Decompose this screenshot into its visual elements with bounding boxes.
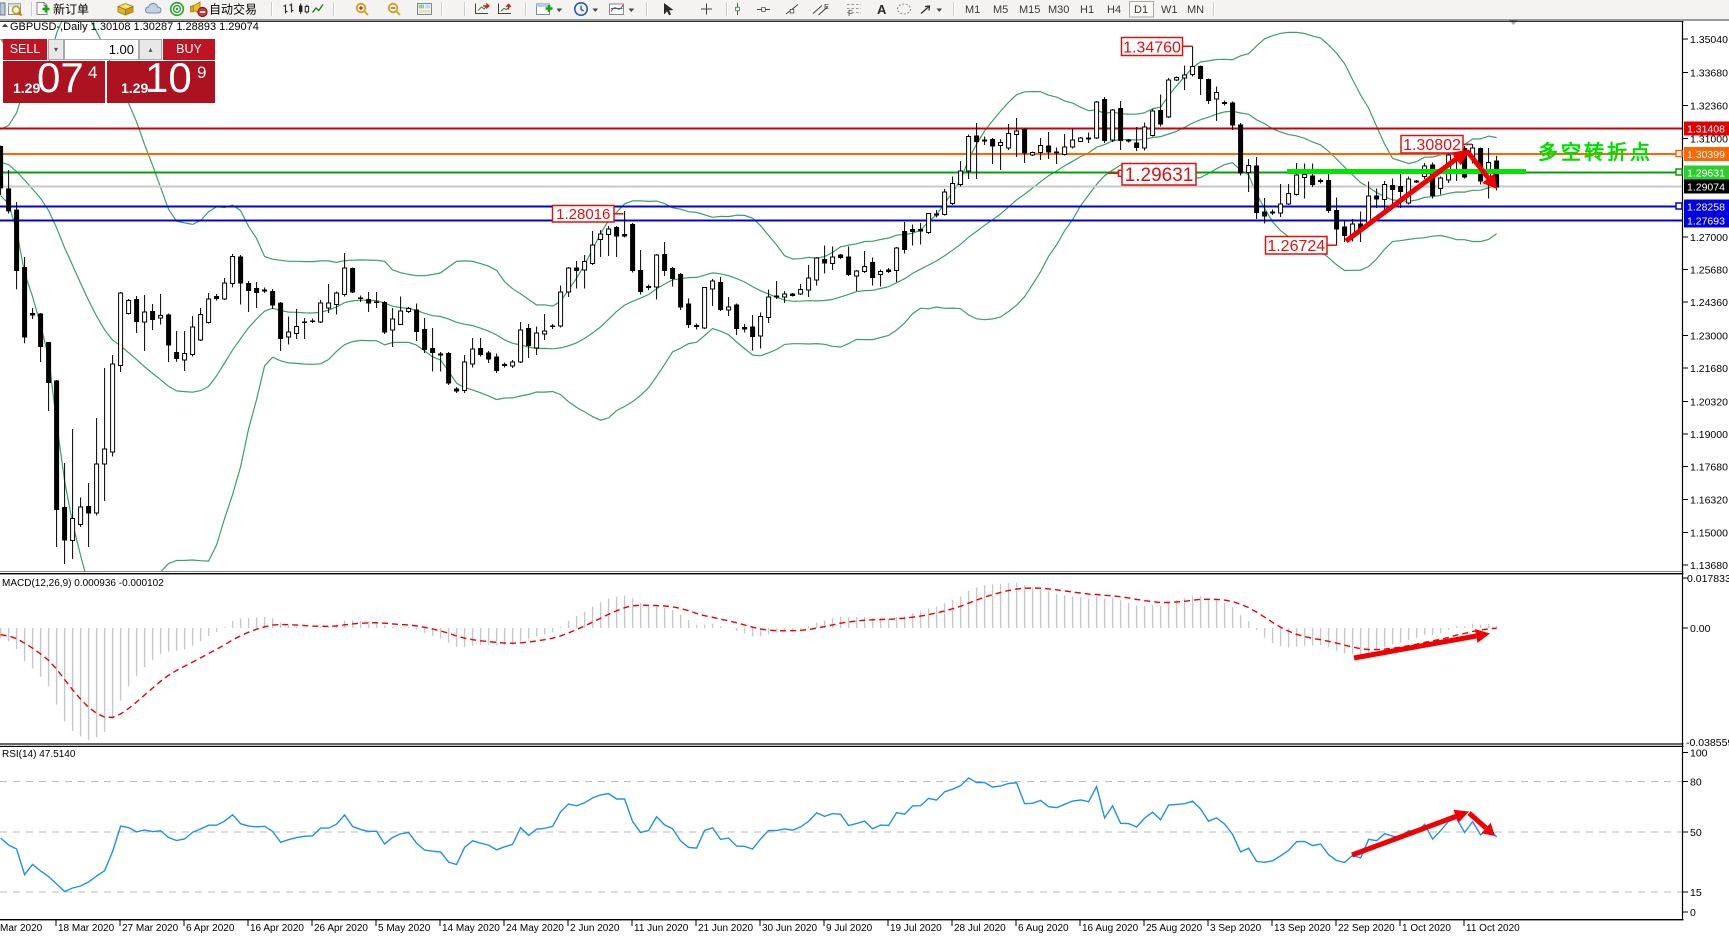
svg-text:1.16320: 1.16320 — [1690, 495, 1728, 507]
svg-text:1.28016: 1.28016 — [556, 206, 610, 223]
svg-text:E: E — [824, 2, 829, 11]
svg-text:1.29631: 1.29631 — [1125, 165, 1194, 186]
svg-text:50: 50 — [1690, 827, 1702, 839]
svg-text:80: 80 — [1690, 777, 1702, 789]
svg-text:1.27693: 1.27693 — [1687, 216, 1725, 228]
svg-text:1.27000: 1.27000 — [1690, 232, 1728, 244]
svg-text:M1: M1 — [965, 4, 980, 16]
svg-text:1.25680: 1.25680 — [1690, 265, 1728, 277]
svg-text:0.017833: 0.017833 — [1687, 573, 1729, 585]
svg-text:1.19000: 1.19000 — [1690, 429, 1728, 441]
svg-text:1.34760: 1.34760 — [1123, 39, 1181, 56]
svg-text:GBPUSD-,Daily 1.30108 1.30287: GBPUSD-,Daily 1.30108 1.30287 1.28893 1.… — [10, 21, 259, 33]
svg-text:14 May 2020: 14 May 2020 — [442, 923, 500, 934]
svg-text:18 Mar 2020: 18 Mar 2020 — [58, 923, 115, 934]
svg-text:1.30802: 1.30802 — [1403, 137, 1461, 154]
svg-text:5 May 2020: 5 May 2020 — [378, 923, 431, 934]
svg-text:6 Apr 2020: 6 Apr 2020 — [186, 923, 235, 934]
svg-text:1.35040: 1.35040 — [1690, 34, 1728, 46]
svg-text:16 Apr 2020: 16 Apr 2020 — [250, 923, 304, 934]
svg-text:1.21680: 1.21680 — [1690, 363, 1728, 375]
svg-text:2 Jun 2020: 2 Jun 2020 — [570, 923, 620, 934]
svg-text:A: A — [877, 2, 887, 17]
svg-text:1.28258: 1.28258 — [1687, 202, 1725, 214]
svg-text:1.30399: 1.30399 — [1687, 149, 1725, 161]
svg-text:W1: W1 — [1161, 4, 1178, 16]
svg-text:3 Sep 2020: 3 Sep 2020 — [1210, 923, 1262, 934]
svg-text:19 Jul 2020: 19 Jul 2020 — [890, 923, 942, 934]
svg-text:-0.038559: -0.038559 — [1686, 737, 1729, 749]
svg-text:0.00: 0.00 — [1690, 623, 1711, 635]
svg-text:M5: M5 — [993, 4, 1008, 16]
svg-text:MACD(12,26,9) 0.000936 -0.0001: MACD(12,26,9) 0.000936 -0.000102 — [2, 578, 164, 589]
svg-text:1.29631: 1.29631 — [1687, 168, 1725, 180]
svg-text:1.26724: 1.26724 — [1267, 238, 1325, 255]
svg-text:MN: MN — [1187, 4, 1204, 16]
svg-text:22 Sep 2020: 22 Sep 2020 — [1338, 923, 1395, 934]
svg-text:1.20320: 1.20320 — [1690, 397, 1728, 409]
svg-text:1.24360: 1.24360 — [1690, 297, 1728, 309]
svg-text:1.31000: 1.31000 — [1690, 134, 1728, 146]
svg-text:自动交易: 自动交易 — [209, 2, 257, 17]
svg-text:11 Oct 2020: 11 Oct 2020 — [1466, 923, 1520, 934]
svg-text:RSI(14) 47.5140: RSI(14) 47.5140 — [2, 749, 76, 760]
svg-text:13 Sep 2020: 13 Sep 2020 — [1274, 923, 1331, 934]
svg-text:1.13680: 1.13680 — [1690, 560, 1728, 572]
svg-text:1.33680: 1.33680 — [1690, 68, 1728, 80]
svg-text:1.17680: 1.17680 — [1690, 462, 1728, 474]
svg-text:30 Jun 2020: 30 Jun 2020 — [762, 923, 817, 934]
svg-text:F: F — [848, 9, 853, 18]
svg-text:0: 0 — [1690, 907, 1696, 919]
svg-text:9 Jul 2020: 9 Jul 2020 — [826, 923, 873, 934]
svg-text:15: 15 — [1690, 887, 1702, 899]
svg-text:11 Jun 2020: 11 Jun 2020 — [634, 923, 689, 934]
svg-text:26 Apr 2020: 26 Apr 2020 — [314, 923, 368, 934]
svg-text:1.15000: 1.15000 — [1690, 528, 1728, 540]
svg-text:H1: H1 — [1080, 4, 1094, 16]
svg-text:1.31408: 1.31408 — [1687, 124, 1725, 136]
svg-text:21 Jun 2020: 21 Jun 2020 — [698, 923, 753, 934]
svg-text:H4: H4 — [1107, 4, 1121, 16]
svg-text:1.32360: 1.32360 — [1690, 101, 1728, 113]
svg-text:M30: M30 — [1048, 4, 1069, 16]
svg-text:25 Aug 2020: 25 Aug 2020 — [1146, 923, 1203, 934]
svg-text:M15: M15 — [1019, 4, 1040, 16]
svg-text:D1: D1 — [1134, 4, 1148, 16]
svg-text:1.29074: 1.29074 — [1687, 182, 1725, 194]
svg-text:新订单: 新订单 — [53, 2, 89, 17]
svg-text:Mar 2020: Mar 2020 — [0, 923, 43, 934]
svg-text:100: 100 — [1690, 748, 1708, 760]
svg-text:1 Oct 2020: 1 Oct 2020 — [1402, 923, 1451, 934]
svg-text:24 May 2020: 24 May 2020 — [506, 923, 564, 934]
svg-text:1.23000: 1.23000 — [1690, 331, 1728, 343]
svg-text:27 Mar 2020: 27 Mar 2020 — [122, 923, 179, 934]
svg-text:6 Aug 2020: 6 Aug 2020 — [1018, 923, 1069, 934]
svg-text:16 Aug 2020: 16 Aug 2020 — [1082, 923, 1139, 934]
svg-text:多空转折点: 多空转折点 — [1538, 140, 1653, 164]
svg-text:28 Jul 2020: 28 Jul 2020 — [954, 923, 1006, 934]
